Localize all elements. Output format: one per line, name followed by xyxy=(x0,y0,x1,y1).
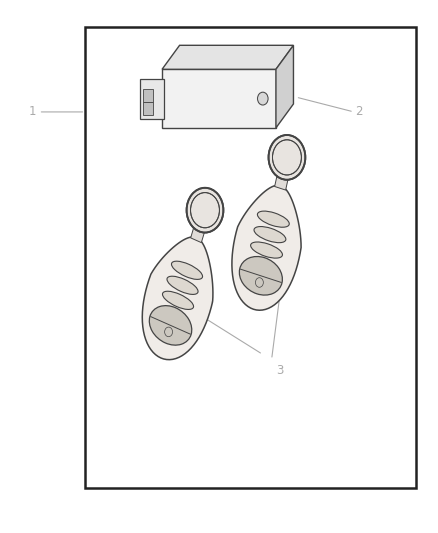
Bar xyxy=(162,69,276,128)
Circle shape xyxy=(258,92,268,105)
Ellipse shape xyxy=(162,291,194,310)
Ellipse shape xyxy=(254,227,286,243)
Polygon shape xyxy=(232,185,301,310)
Polygon shape xyxy=(142,237,213,360)
Polygon shape xyxy=(162,45,293,69)
Bar xyxy=(143,88,153,102)
Ellipse shape xyxy=(171,261,202,279)
Ellipse shape xyxy=(251,242,283,258)
Text: 3: 3 xyxy=(277,364,284,377)
Bar xyxy=(140,79,164,119)
Circle shape xyxy=(268,135,305,180)
Text: 2: 2 xyxy=(355,106,363,118)
Polygon shape xyxy=(276,45,293,128)
Polygon shape xyxy=(275,176,288,190)
Bar xyxy=(85,27,416,488)
Polygon shape xyxy=(191,228,205,243)
Ellipse shape xyxy=(167,276,198,294)
Circle shape xyxy=(187,188,223,232)
Ellipse shape xyxy=(258,211,289,227)
Ellipse shape xyxy=(239,256,283,295)
Ellipse shape xyxy=(149,305,192,345)
Bar xyxy=(143,102,153,115)
Text: 1: 1 xyxy=(29,106,37,118)
